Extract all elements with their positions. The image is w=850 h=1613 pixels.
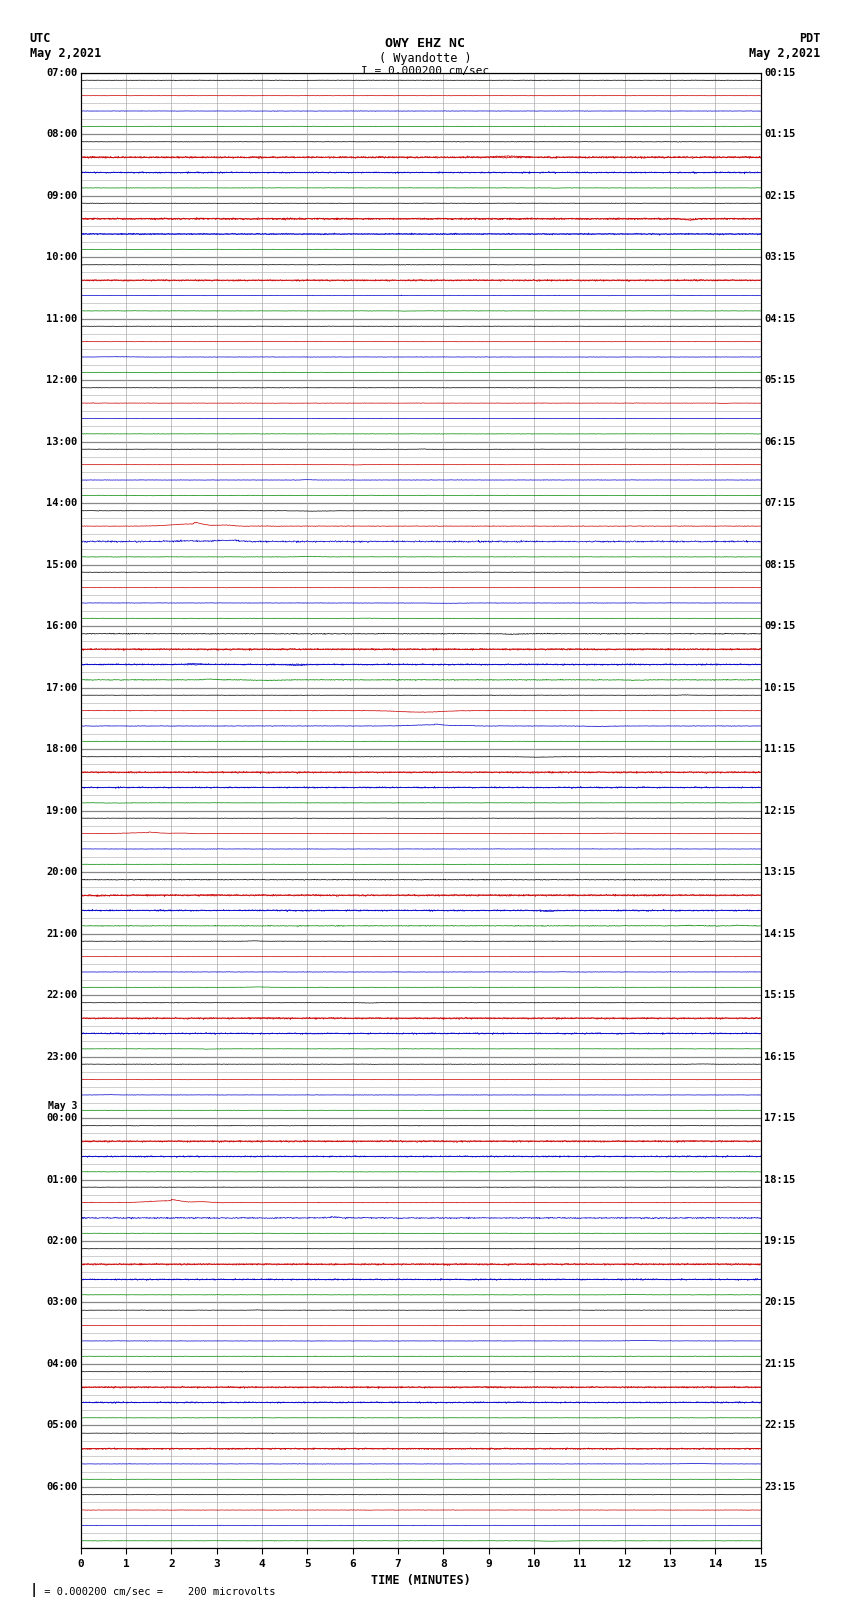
Text: May 2,2021: May 2,2021 <box>749 47 820 60</box>
Text: 19:00: 19:00 <box>46 805 77 816</box>
Text: 21:00: 21:00 <box>46 929 77 939</box>
Text: 13:00: 13:00 <box>46 437 77 447</box>
Text: 08:00: 08:00 <box>46 129 77 139</box>
Text: 01:15: 01:15 <box>764 129 796 139</box>
Text: 11:00: 11:00 <box>46 313 77 324</box>
Text: 02:15: 02:15 <box>764 190 796 200</box>
Text: 18:00: 18:00 <box>46 744 77 753</box>
Text: 18:15: 18:15 <box>764 1174 796 1184</box>
Text: ( Wyandotte ): ( Wyandotte ) <box>379 52 471 65</box>
Text: 05:15: 05:15 <box>764 376 796 386</box>
Text: May 2,2021: May 2,2021 <box>30 47 101 60</box>
Text: 23:00: 23:00 <box>46 1052 77 1061</box>
Text: 11:15: 11:15 <box>764 744 796 753</box>
Text: 09:00: 09:00 <box>46 190 77 200</box>
Text: 22:15: 22:15 <box>764 1421 796 1431</box>
Text: 02:00: 02:00 <box>46 1236 77 1245</box>
Text: 01:00: 01:00 <box>46 1174 77 1184</box>
Text: 00:00: 00:00 <box>46 1113 77 1123</box>
Text: 10:00: 10:00 <box>46 252 77 261</box>
Text: 00:15: 00:15 <box>764 68 796 77</box>
Text: 20:00: 20:00 <box>46 868 77 877</box>
Text: 12:00: 12:00 <box>46 376 77 386</box>
Text: PDT: PDT <box>799 32 820 45</box>
Text: I = 0.000200 cm/sec: I = 0.000200 cm/sec <box>361 66 489 76</box>
Text: 15:00: 15:00 <box>46 560 77 569</box>
Text: 21:15: 21:15 <box>764 1360 796 1369</box>
Text: 16:00: 16:00 <box>46 621 77 631</box>
Text: 04:15: 04:15 <box>764 313 796 324</box>
Text: 10:15: 10:15 <box>764 682 796 692</box>
Text: 19:15: 19:15 <box>764 1236 796 1245</box>
Text: |: | <box>30 1582 38 1597</box>
Text: 03:00: 03:00 <box>46 1297 77 1308</box>
Text: 04:00: 04:00 <box>46 1360 77 1369</box>
Text: UTC: UTC <box>30 32 51 45</box>
Text: 06:00: 06:00 <box>46 1482 77 1492</box>
Text: = 0.000200 cm/sec =    200 microvolts: = 0.000200 cm/sec = 200 microvolts <box>38 1587 275 1597</box>
Text: 14:15: 14:15 <box>764 929 796 939</box>
Text: 03:15: 03:15 <box>764 252 796 261</box>
Text: 08:15: 08:15 <box>764 560 796 569</box>
Text: May 3: May 3 <box>48 1100 77 1111</box>
Text: 13:15: 13:15 <box>764 868 796 877</box>
Text: 20:15: 20:15 <box>764 1297 796 1308</box>
Text: 16:15: 16:15 <box>764 1052 796 1061</box>
X-axis label: TIME (MINUTES): TIME (MINUTES) <box>371 1574 471 1587</box>
Text: 05:00: 05:00 <box>46 1421 77 1431</box>
Text: 07:00: 07:00 <box>46 68 77 77</box>
Text: 14:00: 14:00 <box>46 498 77 508</box>
Text: 22:00: 22:00 <box>46 990 77 1000</box>
Text: 15:15: 15:15 <box>764 990 796 1000</box>
Text: 12:15: 12:15 <box>764 805 796 816</box>
Text: 17:15: 17:15 <box>764 1113 796 1123</box>
Text: 17:00: 17:00 <box>46 682 77 692</box>
Text: 06:15: 06:15 <box>764 437 796 447</box>
Text: 09:15: 09:15 <box>764 621 796 631</box>
Text: 07:15: 07:15 <box>764 498 796 508</box>
Text: OWY EHZ NC: OWY EHZ NC <box>385 37 465 50</box>
Text: 23:15: 23:15 <box>764 1482 796 1492</box>
